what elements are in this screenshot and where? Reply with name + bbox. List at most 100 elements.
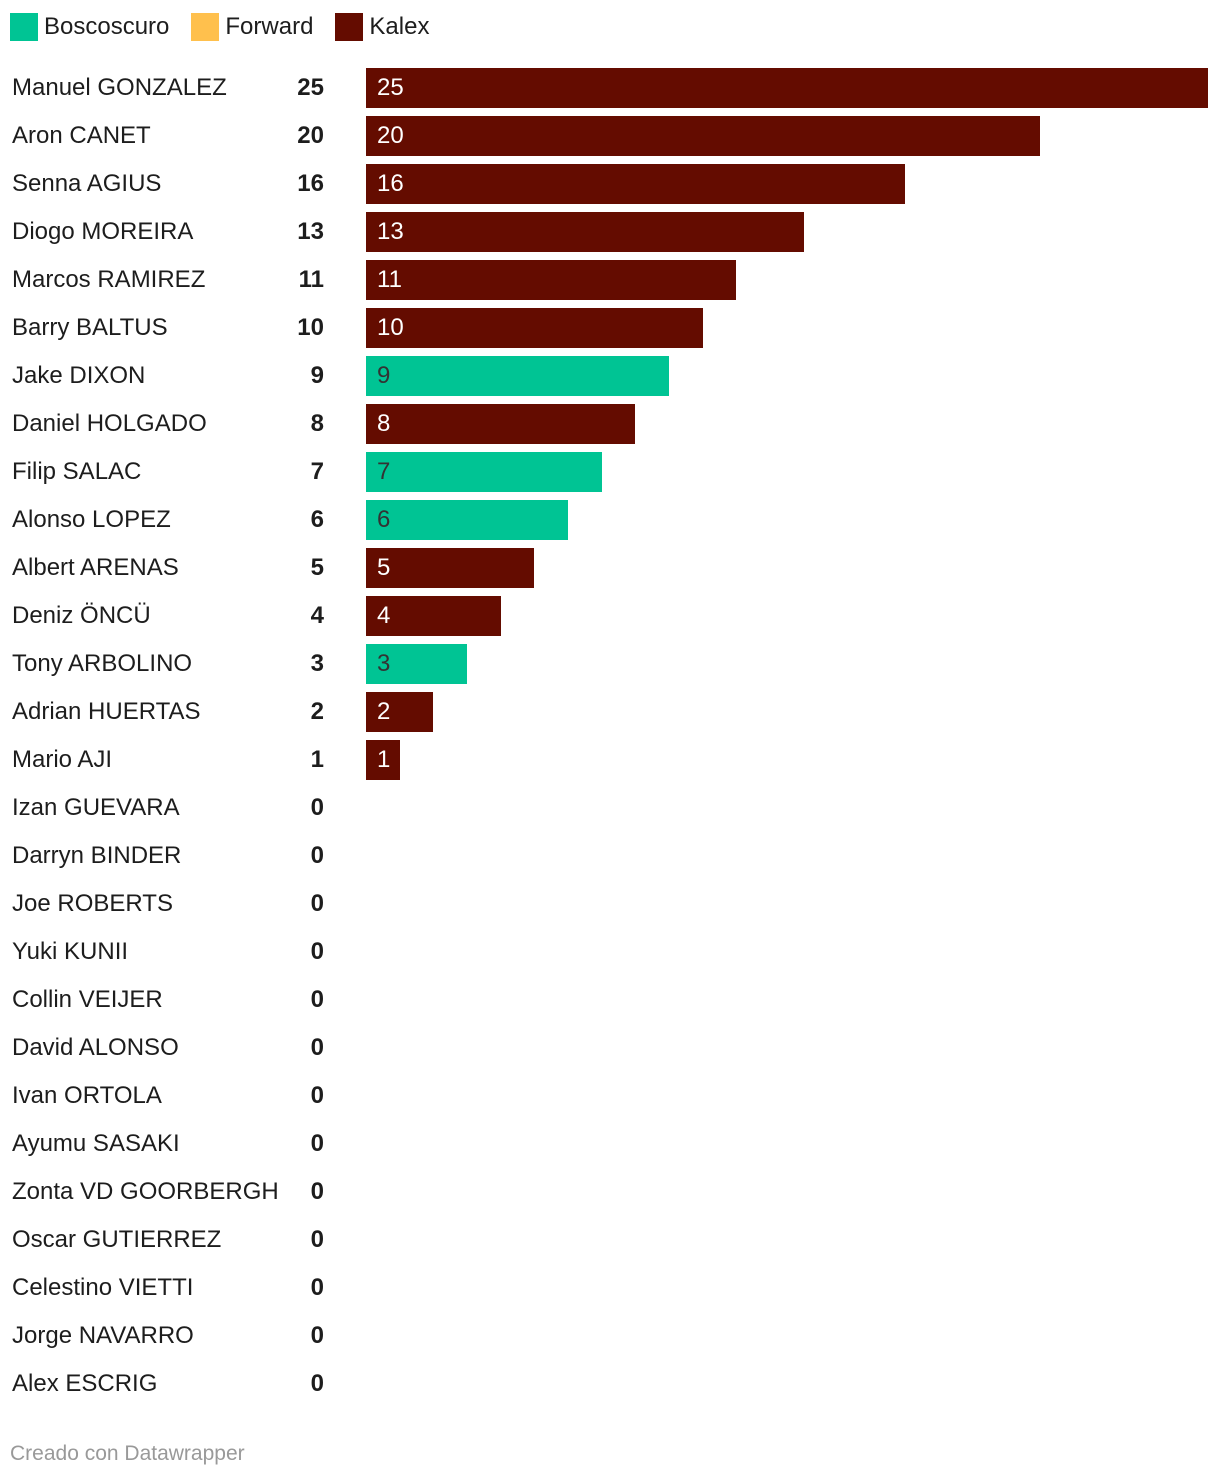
bar-value-label: 20 bbox=[377, 122, 404, 149]
points-value: 4 bbox=[310, 602, 324, 629]
rider-name: Ayumu SASAKI bbox=[12, 1130, 180, 1157]
footer-credit[interactable]: Creado con Datawrapper bbox=[10, 1442, 245, 1465]
points-value: 11 bbox=[298, 266, 324, 293]
table-row: Filip SALAC 7 7 bbox=[0, 448, 1220, 492]
table-row: Zonta VD GOORBERGH 0 bbox=[0, 1168, 1220, 1208]
table-row: Tony ARBOLINO 3 3 bbox=[0, 640, 1220, 684]
rider-name: Filip SALAC bbox=[12, 458, 142, 485]
bar-value-label: 3 bbox=[377, 650, 391, 677]
table-row: Senna AGIUS 16 16 bbox=[0, 160, 1220, 204]
points-value: 0 bbox=[310, 1082, 324, 1109]
points-value: 10 bbox=[297, 314, 324, 341]
table-row: Darryn BINDER 0 bbox=[0, 832, 1220, 872]
points-value: 5 bbox=[310, 554, 324, 581]
table-row: Deniz ÖNCÜ 4 4 bbox=[0, 592, 1220, 636]
points-value: 8 bbox=[310, 410, 324, 437]
points-value: 6 bbox=[310, 506, 324, 533]
bar-boscoscuro: 6 bbox=[366, 500, 568, 540]
table-row: Daniel HOLGADO 8 8 bbox=[0, 400, 1220, 444]
points-value: 0 bbox=[310, 1370, 324, 1397]
rider-name: Tony ARBOLINO bbox=[12, 650, 193, 677]
bar-kalex: 25 bbox=[366, 68, 1208, 108]
table-row: Yuki KUNII 0 bbox=[0, 928, 1220, 968]
bar-value-label: 9 bbox=[377, 362, 391, 389]
rider-name: Darryn BINDER bbox=[12, 842, 182, 869]
table-row: Manuel GONZALEZ 25 25 bbox=[0, 64, 1220, 108]
table-row: Mario AJI 1 1 bbox=[0, 736, 1220, 780]
chart-legend: Boscoscuro Forward Kalex bbox=[10, 12, 451, 42]
bar-value-label: 4 bbox=[377, 602, 391, 629]
bar-value-label: 1 bbox=[377, 746, 391, 773]
rider-name: Collin VEIJER bbox=[12, 986, 163, 1013]
table-row: Jorge NAVARRO 0 bbox=[0, 1312, 1220, 1352]
points-value: 0 bbox=[310, 1322, 324, 1349]
legend-label: Forward bbox=[225, 13, 314, 40]
table-row: Marcos RAMIREZ 11 11 bbox=[0, 256, 1220, 300]
points-value: 0 bbox=[310, 1226, 324, 1253]
table-row: Alex ESCRIG 0 bbox=[0, 1360, 1220, 1400]
bar-value-label: 10 bbox=[377, 314, 404, 341]
legend-label: Kalex bbox=[369, 13, 430, 40]
points-value: 3 bbox=[310, 650, 324, 677]
bar-value-label: 5 bbox=[377, 554, 391, 581]
rider-name: Oscar GUTIERREZ bbox=[12, 1226, 222, 1253]
rider-name: Barry BALTUS bbox=[12, 314, 168, 341]
points-value: 0 bbox=[310, 890, 324, 917]
table-row: Aron CANET 20 20 bbox=[0, 112, 1220, 156]
legend-swatch bbox=[335, 13, 364, 41]
legend-swatch bbox=[10, 13, 38, 41]
legend-item-forward: Forward bbox=[191, 13, 313, 41]
bar-value-label: 2 bbox=[377, 698, 391, 725]
table-row: Ayumu SASAKI 0 bbox=[0, 1120, 1220, 1160]
rider-name: Marcos RAMIREZ bbox=[12, 266, 206, 293]
rider-name: Izan GUEVARA bbox=[12, 794, 180, 821]
points-value: 0 bbox=[310, 986, 324, 1013]
bar-boscoscuro: 9 bbox=[366, 356, 669, 396]
rider-name: David ALONSO bbox=[12, 1034, 179, 1061]
bar-kalex: 5 bbox=[366, 548, 534, 588]
bar-kalex: 20 bbox=[366, 116, 1040, 156]
table-row: Alonso LOPEZ 6 6 bbox=[0, 496, 1220, 540]
table-row: Collin VEIJER 0 bbox=[0, 976, 1220, 1016]
points-value: 7 bbox=[310, 458, 324, 485]
bar-kalex: 13 bbox=[366, 212, 804, 252]
table-row: Albert ARENAS 5 5 bbox=[0, 544, 1220, 588]
rider-name: Ivan ORTOLA bbox=[12, 1082, 162, 1109]
rider-name: Jorge NAVARRO bbox=[12, 1322, 194, 1349]
table-row: Celestino VIETTI 0 bbox=[0, 1264, 1220, 1304]
points-value: 0 bbox=[310, 938, 324, 965]
legend-label: Boscoscuro bbox=[44, 13, 170, 40]
table-row: Diogo MOREIRA 13 13 bbox=[0, 208, 1220, 252]
table-row: Izan GUEVARA 0 bbox=[0, 784, 1220, 824]
bar-boscoscuro: 3 bbox=[366, 644, 467, 684]
points-value: 25 bbox=[297, 74, 324, 101]
rider-name: Diogo MOREIRA bbox=[12, 218, 194, 245]
bar-kalex: 11 bbox=[366, 260, 736, 300]
legend-item-boscoscuro: Boscoscuro bbox=[10, 13, 169, 41]
legend-swatch bbox=[191, 13, 220, 41]
table-row: Joe ROBERTS 0 bbox=[0, 880, 1220, 920]
table-row: Jake DIXON 9 9 bbox=[0, 352, 1220, 396]
rider-name: Alonso LOPEZ bbox=[12, 506, 171, 533]
rider-name: Manuel GONZALEZ bbox=[12, 74, 227, 101]
points-value: 0 bbox=[310, 1130, 324, 1157]
points-value: 0 bbox=[310, 1274, 324, 1301]
bar-value-label: 8 bbox=[377, 410, 391, 437]
bar-kalex: 8 bbox=[366, 404, 635, 444]
points-value: 9 bbox=[310, 362, 324, 389]
bar-value-label: 7 bbox=[377, 458, 391, 485]
legend-item-kalex: Kalex bbox=[335, 13, 429, 41]
bar-kalex: 2 bbox=[366, 692, 433, 732]
points-value: 2 bbox=[310, 698, 324, 725]
rider-name: Adrian HUERTAS bbox=[12, 698, 201, 725]
rider-name: Celestino VIETTI bbox=[12, 1274, 194, 1301]
table-row: David ALONSO 0 bbox=[0, 1024, 1220, 1064]
points-value: 1 bbox=[310, 746, 324, 773]
table-row: Adrian HUERTAS 2 2 bbox=[0, 688, 1220, 732]
rider-name: Joe ROBERTS bbox=[12, 890, 173, 917]
rider-name: Aron CANET bbox=[12, 122, 151, 149]
table-row: Barry BALTUS 10 10 bbox=[0, 304, 1220, 348]
rider-name: Zonta VD GOORBERGH bbox=[12, 1178, 279, 1205]
bar-kalex: 10 bbox=[366, 308, 703, 348]
rider-name: Yuki KUNII bbox=[12, 938, 129, 965]
